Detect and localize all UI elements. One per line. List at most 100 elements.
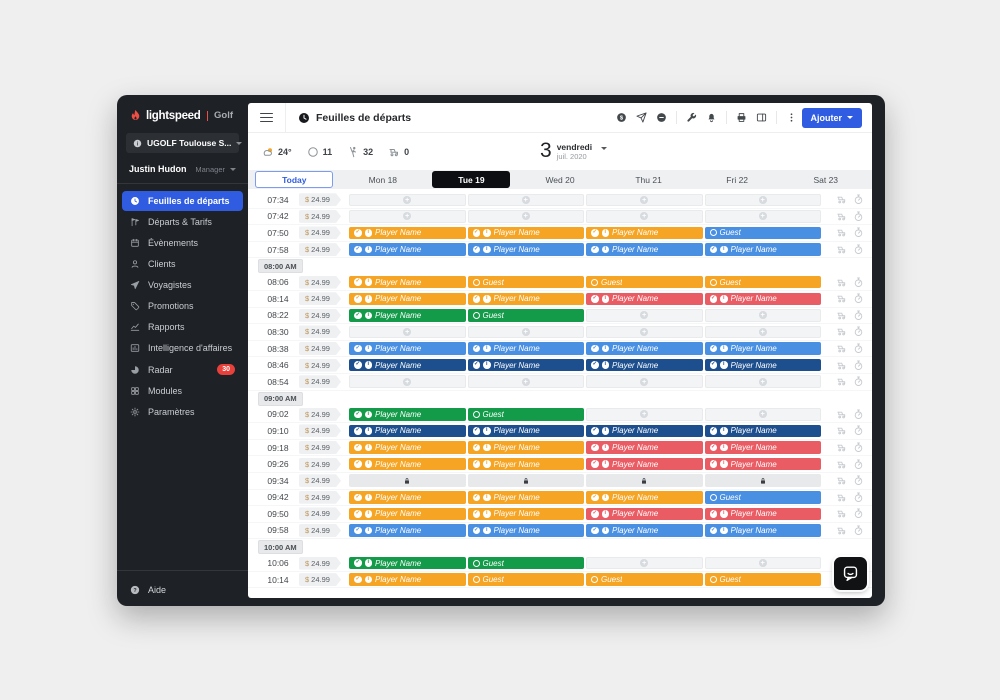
booking-slot[interactable]: ✓ i Player Name — [467, 358, 584, 372]
empty-slot[interactable]: + — [349, 375, 466, 388]
booking-slot[interactable]: ✓ i Player Name — [349, 226, 466, 240]
stopwatch-icon[interactable] — [853, 194, 864, 205]
empty-slot[interactable]: + — [586, 309, 703, 322]
guest-slot[interactable]: Guest — [586, 275, 703, 289]
booking-slot[interactable]: ✓ i Player Name — [586, 342, 703, 355]
stopwatch-icon[interactable] — [853, 293, 864, 304]
printer-icon[interactable] — [736, 112, 747, 123]
booking-slot[interactable]: ✓ i Player Name — [349, 457, 466, 471]
booking-slot[interactable]: ✓ i Player Name — [704, 424, 821, 438]
date-picker[interactable]: 3 vendredi juil. 2020 — [540, 140, 608, 161]
booking-slot[interactable]: ✓ i Player Name — [349, 275, 466, 289]
sidebar-item-voyagistes[interactable]: Voyagistes — [122, 275, 243, 295]
golf-cart-icon[interactable] — [836, 277, 847, 288]
booking-slot[interactable]: ✓ i Player Name — [349, 507, 466, 521]
golf-cart-icon[interactable] — [836, 310, 847, 321]
empty-slot[interactable]: + — [704, 556, 821, 570]
price-tag[interactable]: $24.99 — [299, 325, 341, 338]
stopwatch-icon[interactable] — [853, 360, 864, 371]
booking-slot[interactable]: ✓ i Player Name — [349, 292, 466, 306]
sidebar-item-promotions[interactable]: Promotions — [122, 296, 243, 316]
booking-slot[interactable]: ✓ i Player Name — [586, 457, 703, 471]
empty-slot[interactable]: + — [349, 325, 466, 339]
stopwatch-icon[interactable] — [853, 409, 864, 420]
price-tag[interactable]: $24.99 — [299, 507, 341, 520]
empty-slot[interactable]: + — [467, 193, 584, 207]
empty-slot[interactable]: + — [704, 193, 821, 207]
sidebar-item-evenements[interactable]: Évènements — [122, 233, 243, 253]
price-tag[interactable]: $24.99 — [299, 193, 341, 206]
tab-mon-18[interactable]: Mon 18 — [344, 171, 422, 188]
guest-slot[interactable]: Guest — [467, 408, 584, 421]
booking-slot[interactable]: ✓ i Player Name — [704, 441, 821, 454]
booking-slot[interactable]: ✓ i Player Name — [704, 457, 821, 471]
empty-slot[interactable]: + — [704, 325, 821, 339]
chat-widget-button[interactable] — [834, 557, 867, 590]
golf-cart-icon[interactable] — [836, 425, 847, 436]
booking-slot[interactable]: ✓ i Player Name — [467, 243, 584, 256]
booking-slot[interactable]: ✓ i Player Name — [349, 573, 466, 586]
stopwatch-icon[interactable] — [853, 492, 864, 503]
booking-slot[interactable]: ✓ i Player Name — [704, 243, 821, 256]
booking-slot[interactable]: ✓ i Player Name — [467, 491, 584, 504]
tab-sat-23[interactable]: Sat 23 — [787, 171, 865, 188]
booking-slot[interactable]: ✓ i Player Name — [586, 424, 703, 438]
price-tag[interactable]: $24.99 — [299, 292, 341, 305]
price-tag[interactable]: $24.99 — [299, 441, 341, 454]
golf-cart-icon[interactable] — [836, 360, 847, 371]
guest-slot[interactable]: Guest — [704, 491, 821, 504]
dollar-circle-icon[interactable]: $ — [616, 112, 627, 123]
golf-cart-icon[interactable] — [836, 211, 847, 222]
empty-slot[interactable]: + — [704, 408, 821, 421]
price-tag[interactable]: $24.99 — [299, 524, 341, 537]
golf-cart-icon[interactable] — [836, 227, 847, 238]
tab-tue-19[interactable]: Tue 19 — [432, 171, 511, 188]
sidebar-item-clients[interactable]: Clients — [122, 254, 243, 274]
price-tag[interactable]: $24.99 — [299, 474, 341, 487]
guest-slot[interactable]: Guest — [467, 309, 584, 322]
booking-slot[interactable]: ✓ i Player Name — [349, 309, 466, 322]
wrench-icon[interactable] — [686, 112, 697, 123]
golf-cart-icon[interactable] — [836, 442, 847, 453]
booking-slot[interactable]: ✓ i Player Name — [467, 292, 584, 306]
guest-slot[interactable]: Guest — [704, 573, 821, 586]
golf-cart-icon[interactable] — [836, 492, 847, 503]
booking-slot[interactable]: ✓ i Player Name — [586, 226, 703, 240]
booking-slot[interactable]: ✓ i Player Name — [467, 524, 584, 537]
guest-slot[interactable]: Guest — [467, 573, 584, 586]
booking-slot[interactable]: ✓ i Player Name — [349, 491, 466, 504]
sidebar-item-intelligence-d-affaires[interactable]: Intelligence d'affaires — [122, 338, 243, 358]
sidebar-item-radar[interactable]: Radar 30 — [122, 359, 243, 380]
booking-slot[interactable]: ✓ i Player Name — [586, 441, 703, 454]
price-tag[interactable]: $24.99 — [299, 408, 341, 421]
booking-slot[interactable]: ✓ i Player Name — [349, 408, 466, 421]
stopwatch-icon[interactable] — [853, 343, 864, 354]
booking-slot[interactable]: ✓ i Player Name — [467, 457, 584, 471]
guest-slot[interactable]: Guest — [467, 275, 584, 289]
booking-slot[interactable]: ✓ i Player Name — [586, 292, 703, 306]
empty-slot[interactable]: + — [586, 325, 703, 339]
price-tag[interactable]: $24.99 — [299, 491, 341, 504]
empty-slot[interactable]: + — [704, 309, 821, 322]
golf-cart-icon[interactable] — [836, 244, 847, 255]
empty-slot[interactable]: + — [704, 210, 821, 223]
stopwatch-icon[interactable] — [853, 475, 864, 486]
golf-cart-icon[interactable] — [836, 194, 847, 205]
stopwatch-icon[interactable] — [853, 326, 864, 337]
booking-slot[interactable]: ✓ i Player Name — [467, 441, 584, 454]
stopwatch-icon[interactable] — [853, 277, 864, 288]
booking-slot[interactable]: ✓ i Player Name — [586, 507, 703, 521]
booking-slot[interactable]: ✓ i Player Name — [349, 358, 466, 372]
empty-slot[interactable]: + — [467, 325, 584, 339]
golf-cart-icon[interactable] — [836, 508, 847, 519]
guest-slot[interactable]: Guest — [704, 275, 821, 289]
empty-slot[interactable]: + — [586, 556, 703, 570]
price-tag[interactable]: $24.99 — [299, 342, 341, 355]
price-tag[interactable]: $24.99 — [299, 210, 341, 223]
booking-slot[interactable]: ✓ i Player Name — [467, 424, 584, 438]
golf-cart-icon[interactable] — [836, 409, 847, 420]
stopwatch-icon[interactable] — [853, 310, 864, 321]
golf-cart-icon[interactable] — [836, 475, 847, 486]
sidebar-item-modules[interactable]: Modules — [122, 381, 243, 401]
booking-slot[interactable]: ✓ i Player Name — [704, 507, 821, 521]
